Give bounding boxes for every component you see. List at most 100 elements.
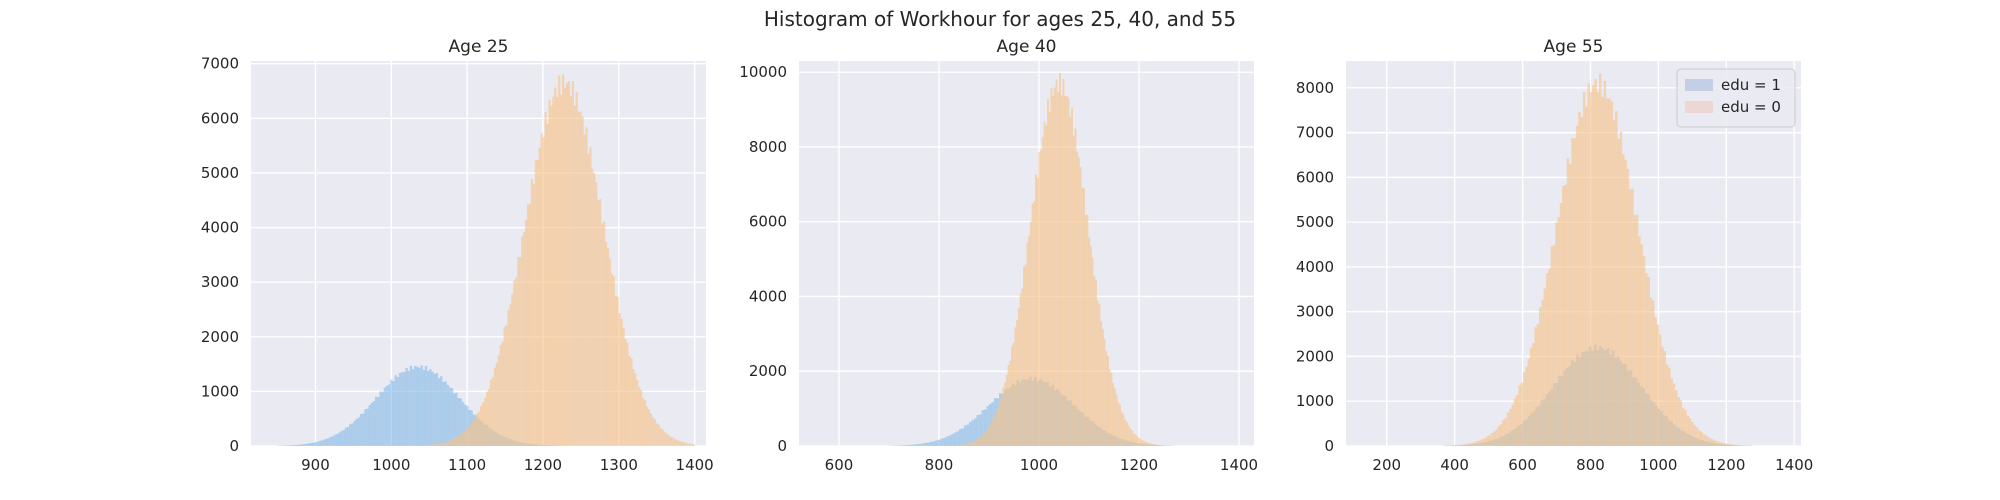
panel-age-40-bar	[984, 409, 987, 446]
panel-age-25-bar	[546, 123, 549, 446]
panel-age-25-bar	[422, 369, 426, 446]
panel-age-55-bar	[1603, 80, 1607, 446]
panel-age-40-title: Age 40	[997, 37, 1057, 57]
panel-age-55-bar	[1573, 138, 1577, 446]
panel-age-25-bar	[634, 373, 637, 446]
panel-age-25-bar	[439, 443, 442, 446]
panel-age-40-bar	[1035, 174, 1037, 446]
panel-age-25-bar	[398, 372, 402, 446]
panel-age-40-bar	[1105, 351, 1108, 446]
panel-age-55-bar	[1596, 91, 1600, 446]
panel-age-25-bar	[610, 273, 613, 446]
panel-age-25-bar	[519, 257, 522, 446]
panel-age-25-bar	[641, 398, 645, 446]
panel-age-25-bar	[284, 445, 287, 446]
panel-age-25-bar	[325, 438, 328, 446]
panel-age-55-xtick-label: 800	[1576, 456, 1605, 474]
panel-age-55-bar	[1509, 409, 1512, 446]
panel-age-25-bar	[390, 379, 393, 446]
panel-age-40-ytick-label: 4000	[749, 287, 787, 305]
panel-age-55-bar	[1608, 98, 1611, 446]
figure-title: Histogram of Workhour for ages 25, 40, a…	[764, 7, 1236, 31]
panel-age-40-bar	[1093, 275, 1096, 446]
panel-age-25-bar	[682, 442, 686, 446]
panel-age-25-bar	[575, 91, 578, 447]
panel-age-25-bar	[653, 419, 656, 446]
panel-age-25-bar	[407, 370, 410, 446]
panel-age-25-bar	[368, 405, 371, 446]
panel-age-40-xtick-label: 800	[925, 456, 954, 474]
panel-age-25-bar	[484, 398, 487, 446]
panel-age-55-bar	[1663, 351, 1667, 446]
panel-age-25-bar	[480, 405, 483, 446]
panel-age-25-bar	[517, 256, 520, 446]
panel-age-25-bar	[463, 404, 467, 446]
panel-age-25-bar	[329, 436, 332, 446]
panel-age-55-bar	[1723, 443, 1726, 446]
panel-age-55-bar	[1525, 366, 1528, 446]
panel-age-55-bar	[1534, 327, 1537, 446]
panel-age-55-bar	[1469, 442, 1473, 446]
panel-age-25-bar	[628, 355, 631, 446]
panel-age-25-bar	[667, 434, 670, 446]
panel-age-55-bar	[1582, 91, 1586, 447]
panel-age-55-bar	[1456, 445, 1459, 446]
panel-age-40-bar	[1083, 187, 1085, 446]
panel-age-25-bar	[303, 443, 306, 446]
panel-age-55-bar	[1465, 443, 1468, 446]
panel-age-40-bar	[1132, 433, 1135, 446]
panel-age-25-bar	[499, 345, 502, 446]
panel-age-40-bar	[1072, 135, 1075, 446]
panel-age-55: 200 400 600 800 1000 1200 1400 0 1000 2000 3000 400…	[1296, 37, 1813, 474]
panel-age-25-bar	[608, 258, 612, 446]
panel-age-25-bar	[411, 369, 415, 446]
panel-age-25-bar	[366, 408, 369, 446]
panel-age-25-bar	[585, 127, 588, 446]
panel-age-55-bar	[1638, 236, 1641, 446]
panel-age-55-bar	[1495, 429, 1498, 446]
panel-age-55-xtick-label: 200	[1372, 456, 1401, 474]
panel-age-40-bar	[976, 414, 980, 446]
panel-age-55-ytick-label: 4000	[1296, 258, 1334, 276]
panel-age-25-bar	[370, 402, 374, 446]
panel-age-40-bar	[1041, 136, 1044, 446]
panel-age-25-bar	[346, 427, 350, 446]
panel-age-25-bar	[409, 365, 413, 446]
panel-age-25-bar	[679, 441, 682, 446]
panel-age-25-bar	[663, 431, 666, 446]
panel-age-25-bar	[563, 87, 567, 446]
panel-age-40-bar	[1077, 157, 1080, 446]
panel-age-25-bar	[595, 182, 598, 446]
panel-age-40-bar	[1125, 422, 1128, 446]
panel-age-55-bar	[1569, 163, 1572, 446]
panel-age-25-bar	[604, 242, 608, 446]
panel-age-25-bar	[591, 168, 594, 446]
panel-age-40-bar	[995, 409, 998, 446]
panel-age-25-bar	[414, 365, 417, 446]
panel-age-40-bar	[988, 425, 991, 446]
panel-age-25-bar	[458, 434, 461, 446]
panel-age-55-ytick-label: 5000	[1296, 213, 1334, 231]
panel-age-25-bar	[583, 134, 586, 447]
panel-age-40-bar	[1160, 445, 1163, 446]
panel-age-25-bar	[433, 444, 436, 446]
panel-age-25-bar	[466, 405, 469, 446]
panel-age-25-bar	[448, 387, 452, 446]
panel-age-25-bar	[542, 137, 545, 446]
panel-age-25-bar	[489, 379, 493, 446]
panel-age-25-bar	[377, 396, 380, 446]
panel-age-55-bar	[1529, 347, 1533, 446]
panel-age-25-bar	[614, 295, 617, 446]
panel-age-55-bar	[1550, 246, 1554, 446]
panel-age-55-bar	[1688, 418, 1692, 446]
panel-age-25-bar	[655, 423, 658, 446]
panel-age-40-bar	[971, 420, 975, 446]
panel-age-55-bar	[1725, 443, 1729, 446]
panel-age-55-xtick-label: 600	[1508, 456, 1537, 474]
panel-age-40-bar	[1004, 382, 1007, 446]
panel-age-25-bar	[425, 445, 428, 446]
panel-age-55-bar	[1490, 433, 1494, 446]
panel-age-40-bar	[1002, 387, 1005, 446]
panel-age-55-legend: edu = 1 edu = 0	[1676, 68, 1796, 128]
panel-age-40-bar	[964, 444, 967, 446]
